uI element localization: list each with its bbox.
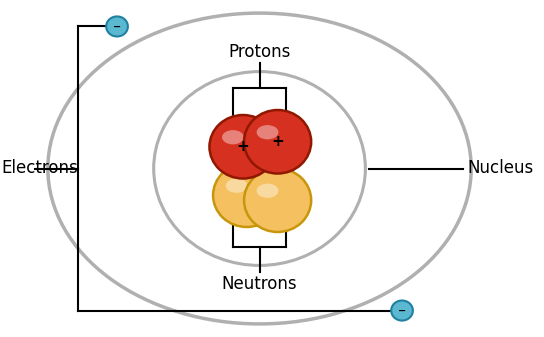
Ellipse shape [226, 179, 248, 193]
Ellipse shape [257, 184, 279, 198]
Ellipse shape [244, 110, 311, 174]
Ellipse shape [209, 115, 276, 179]
Ellipse shape [257, 125, 279, 140]
Text: +: + [271, 134, 284, 149]
Text: +: + [237, 139, 249, 154]
Ellipse shape [106, 17, 128, 36]
Ellipse shape [213, 163, 280, 227]
Text: Electrons: Electrons [2, 159, 78, 178]
Text: −: − [398, 306, 406, 315]
Text: Nucleus: Nucleus [467, 159, 533, 178]
Text: −: − [113, 22, 121, 31]
Ellipse shape [244, 168, 311, 232]
Ellipse shape [391, 301, 413, 320]
Text: Neutrons: Neutrons [222, 275, 298, 293]
Ellipse shape [222, 130, 244, 144]
Text: Protons: Protons [228, 43, 290, 61]
